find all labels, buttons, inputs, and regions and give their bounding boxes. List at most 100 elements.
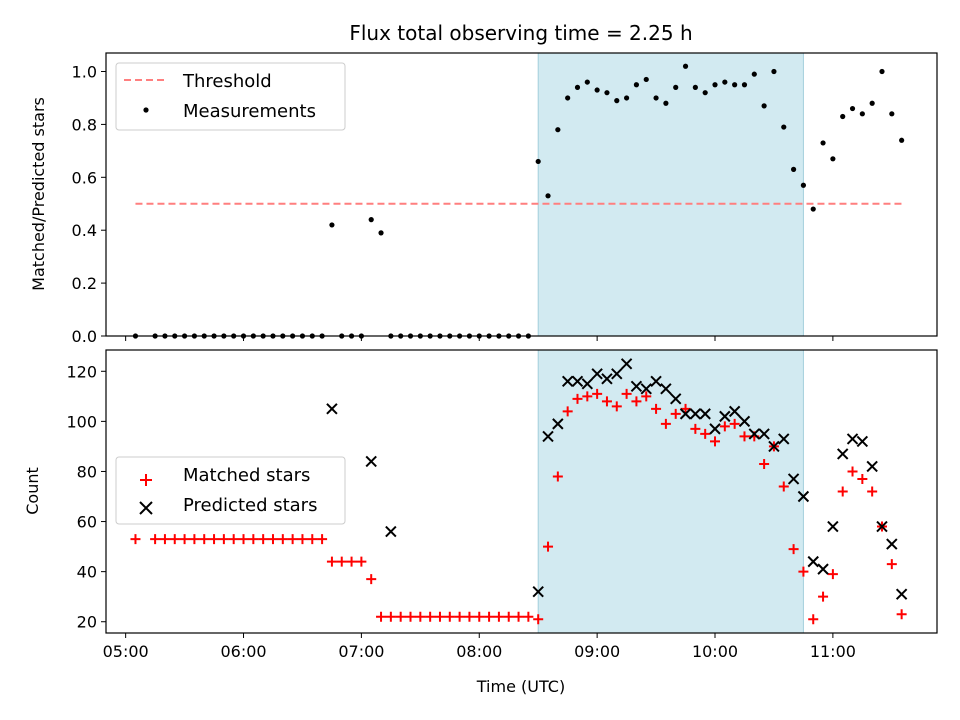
matched-star-marker xyxy=(395,611,406,622)
legend-predicted-label: Predicted stars xyxy=(183,495,317,516)
predicted-star-marker xyxy=(807,555,819,568)
matched-star-marker xyxy=(592,388,603,399)
matched-star-marker xyxy=(297,534,308,545)
matched-star-marker xyxy=(572,393,583,404)
matched-star-marker xyxy=(218,534,229,545)
matched-star-marker xyxy=(434,611,445,622)
measurement-point xyxy=(643,76,649,83)
y-tick-label: 100 xyxy=(66,412,97,431)
predicted-star-marker xyxy=(876,520,888,533)
bottom-x-axis-ticks: 05:00 06:00 07:00 08:00 09:00 10:00 11:00 xyxy=(103,633,856,661)
measurement-point xyxy=(555,127,561,133)
matched-star-marker xyxy=(739,431,750,442)
legend-threshold-label: Threshold xyxy=(182,71,272,92)
matched-star-marker xyxy=(847,466,858,477)
matched-star-marker xyxy=(346,556,357,567)
x-tick-label: 11:00 xyxy=(810,642,856,661)
predicted-star-marker xyxy=(532,585,544,598)
top-axes-frame xyxy=(105,52,938,337)
predicted-star-marker xyxy=(886,538,898,550)
y-tick-label: 0.0 xyxy=(72,327,97,346)
matched-star-marker xyxy=(827,569,838,580)
x-tick-label: 10:00 xyxy=(692,642,738,661)
predicted-stars-points xyxy=(326,358,908,600)
predicted-star-marker xyxy=(778,433,790,445)
matched-star-marker xyxy=(886,559,897,570)
measurement-point xyxy=(692,84,698,90)
matched-star-marker xyxy=(248,534,259,545)
matched-star-marker xyxy=(238,534,249,545)
measurement-point xyxy=(712,82,718,88)
predicted-star-marker xyxy=(385,525,397,538)
predicted-star-marker xyxy=(561,375,574,388)
measurement-point xyxy=(751,71,757,77)
matched-star-marker xyxy=(336,556,347,567)
matched-star-marker xyxy=(130,534,141,545)
top-y-axis-label: Matched/Predicted stars xyxy=(29,97,48,291)
matched-star-marker xyxy=(641,391,652,402)
matched-star-marker xyxy=(287,534,298,545)
measurement-point xyxy=(545,193,551,199)
bottom-panel: 20 40 60 80 100 120 05:00 06:00 07:00 08:00 09:00… xyxy=(23,349,938,696)
predicted-star-marker xyxy=(787,473,800,485)
bottom-y-axis-ticks: 20 40 60 80 100 120 xyxy=(66,362,106,632)
measurement-point xyxy=(565,95,571,101)
matched-star-marker xyxy=(690,423,701,434)
matched-star-marker xyxy=(710,436,721,447)
predicted-star-marker xyxy=(689,408,702,420)
matched-star-marker xyxy=(267,534,278,545)
matched-star-marker xyxy=(552,471,563,482)
matched-star-marker xyxy=(513,611,524,622)
measurement-point xyxy=(584,79,590,85)
matched-star-marker xyxy=(150,534,161,545)
measurement-point xyxy=(378,230,384,236)
predicted-star-marker xyxy=(670,393,682,405)
matched-star-marker xyxy=(228,534,239,545)
legend-measurements-swatch xyxy=(143,107,149,113)
legend-measurements-label: Measurements xyxy=(183,101,316,122)
predicted-star-marker xyxy=(601,373,613,385)
measurement-point xyxy=(574,84,581,90)
measurement-point xyxy=(741,82,748,88)
measurement-point xyxy=(594,87,600,93)
matched-star-marker xyxy=(582,391,593,402)
measurement-point xyxy=(859,111,865,117)
measurement-point xyxy=(535,158,541,165)
predicted-star-marker xyxy=(326,403,338,415)
matched-star-marker xyxy=(533,614,544,625)
matched-star-marker xyxy=(621,388,632,399)
matched-star-marker xyxy=(376,611,387,622)
y-tick-label: 120 xyxy=(66,362,97,381)
top-panel: 0.0 0.2 0.4 0.6 0.8 1.0 Matched/Predicted sta… xyxy=(29,52,938,346)
predicted-star-marker xyxy=(856,435,869,448)
x-tick-label: 05:00 xyxy=(103,642,149,661)
measurement-point xyxy=(329,222,335,228)
predicted-star-marker xyxy=(748,428,761,440)
y-tick-label: 1.0 xyxy=(72,63,97,82)
predicted-star-marker xyxy=(758,428,770,440)
matched-star-marker xyxy=(277,534,288,545)
predicted-star-marker xyxy=(719,410,731,423)
measurement-point xyxy=(722,79,728,85)
predicted-star-marker xyxy=(817,563,829,575)
measurement-point xyxy=(830,156,836,162)
measurement-point xyxy=(810,206,816,212)
x-tick-label: 07:00 xyxy=(338,642,384,661)
bottom-legend: Matched stars Predicted stars xyxy=(115,456,346,525)
matched-star-marker xyxy=(258,534,269,545)
measurement-point xyxy=(673,84,679,90)
measurement-point xyxy=(800,182,807,188)
matched-star-marker xyxy=(651,403,662,414)
matched-star-marker xyxy=(798,566,809,577)
predicted-star-marker xyxy=(827,520,839,533)
measurement-point xyxy=(889,111,895,117)
matched-star-marker xyxy=(680,403,691,414)
matched-star-marker xyxy=(484,611,495,622)
legend-matched-label: Matched stars xyxy=(183,465,310,486)
measurement-point xyxy=(849,105,856,112)
measurement-point xyxy=(702,90,708,96)
bottom-axes-frame xyxy=(105,349,938,634)
matched-star-marker xyxy=(474,611,485,622)
matched-star-marker xyxy=(317,534,328,545)
measurement-point xyxy=(368,217,374,223)
